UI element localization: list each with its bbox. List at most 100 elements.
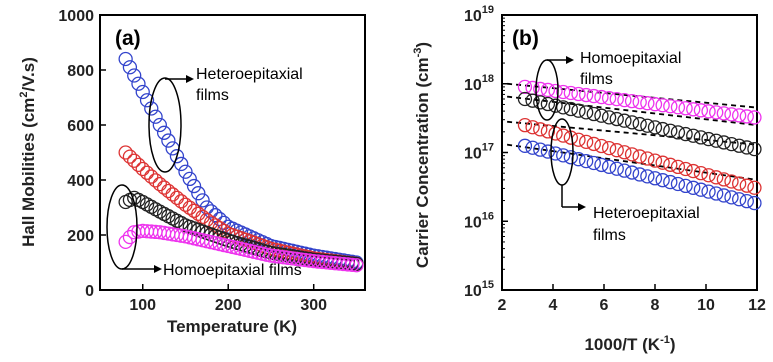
data-point-b [594,138,609,154]
data-point-a [118,234,133,250]
data-point-b [716,106,731,121]
data-point-b [517,138,533,153]
data-point-b [563,150,578,165]
data-point-b [709,105,724,120]
series-b-0 [517,79,762,125]
data-point-b [609,111,624,127]
data-point-b [563,85,578,101]
data-point-a [148,173,163,188]
data-point-a [182,200,197,215]
data-point-b [609,91,624,107]
data-point-b [670,159,686,175]
data-point-a [152,176,167,192]
data-point-a [131,76,146,91]
y-tick-label-a: 600 [67,118,94,135]
data-point-b [701,104,716,119]
data-point-a [195,193,210,208]
data-point-b [533,122,548,137]
y-tick-label-b: 1015 [464,279,494,300]
data-point-b [571,103,586,118]
data-point-b [739,194,754,209]
data-point-b [540,82,556,98]
data-point-b [632,149,647,164]
marks-a [118,51,364,273]
data-point-b [601,90,617,106]
x-tick-label-b: 8 [651,297,660,314]
data-point-b [525,120,540,135]
data-point-b [617,113,632,128]
data-point-b [724,190,739,205]
x-axis-label-b-tail: ) [670,335,676,354]
data-point-a [345,257,360,272]
data-point-b [586,106,601,122]
data-point-b [732,138,747,153]
data-point-a [118,51,133,67]
y-tick-label-b: 1019 [464,4,494,25]
y-tick-label-a: 400 [67,173,94,190]
data-point-b [678,126,693,142]
data-point-b [663,157,678,172]
data-point-b [647,120,663,135]
y-tick-label-b: 1016 [464,210,494,231]
data-point-b [640,96,655,111]
y-axis-label-a: Hall Mobilities (cm2/V.s) [18,57,38,247]
data-point-b [579,105,594,120]
data-point-b [693,182,709,197]
x-tick-label-b: 12 [748,297,766,314]
y-axis-label-b: Carrier Concentration (cm-3) [412,42,432,268]
x-tick-label-a: 300 [300,297,327,314]
fit-line-b [506,95,758,127]
data-point-b [556,84,571,100]
data-point-b [670,176,686,192]
data-point-a [178,164,193,179]
hetero-label-a-1: Heteroepitaxial [196,66,303,83]
data-point-b [624,147,640,162]
data-point-b [601,110,617,125]
data-point-b [732,192,747,207]
y-tick-label-a: 800 [67,63,94,80]
ticks-b: 2 4 6 8 10 12 1015 1016 1017 1018 1019 [464,4,766,314]
y-axis-label-b-main: Carrier Concentration (cm [413,57,432,268]
data-point-a [349,258,364,273]
data-point-b [525,140,540,155]
data-point-a [174,194,189,209]
x-axis-label-b-sup: -1 [660,334,670,346]
x-axis-label-a: Temperature (K) [167,317,297,336]
data-point-a [182,171,197,187]
hetero-arrowhead-a [186,75,194,83]
data-point-a [131,157,146,173]
panel-label-b: (b) [512,27,539,50]
homo-label-a: Homoepitaxial films [163,262,302,279]
data-point-b [701,168,716,183]
data-point-b [632,167,647,182]
series-b-1 [517,91,762,157]
data-point-b [556,148,571,163]
data-point-b [724,107,739,122]
y-tick-label-a: 0 [85,283,94,300]
data-point-a [191,186,206,201]
data-point-b [579,134,594,149]
x-tick-label-b: 4 [549,297,558,314]
marks-b [517,79,762,211]
data-point-b [540,124,556,139]
data-point-b [732,176,747,191]
series-b-3 [517,138,762,211]
data-point-b [571,132,586,147]
panel-label-a: (a) [115,27,141,50]
data-point-b [586,136,601,152]
data-point-a [148,109,163,124]
data-point-b [663,99,678,114]
data-point-b [709,186,724,201]
data-point-b [655,173,670,188]
data-point-b [586,155,601,171]
y-tick-label-a: 200 [67,228,94,245]
data-point-b [655,98,670,113]
data-point-b [716,172,731,187]
data-point-b [540,144,556,159]
data-point-b [533,142,548,157]
y-axis-label-a-sup: 2 [18,91,30,97]
data-point-b [747,110,762,125]
data-point-b [724,136,739,152]
data-point-b [747,141,762,157]
